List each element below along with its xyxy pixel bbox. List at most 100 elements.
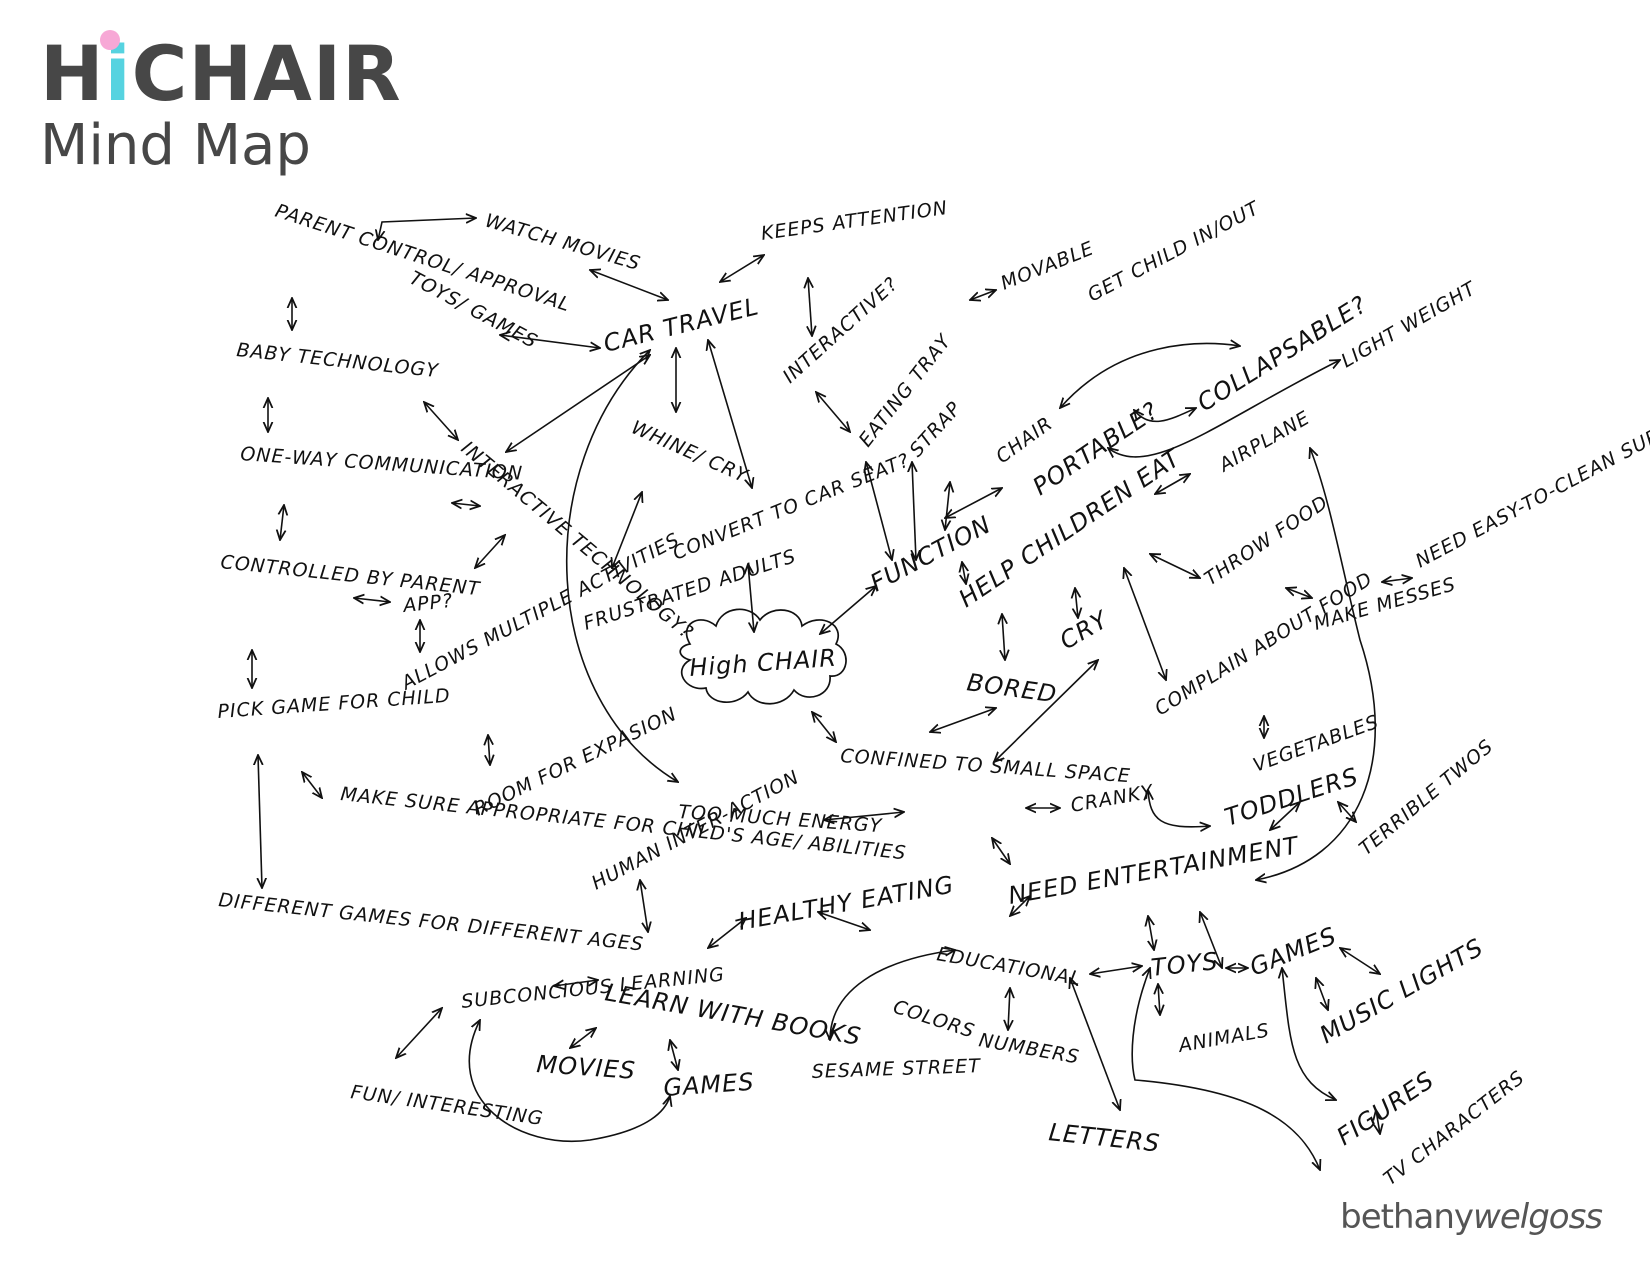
node-complain-about-food: COMPLAIN ABOUT FOOD (1151, 568, 1377, 720)
connector-line (488, 735, 490, 765)
connector-line (820, 586, 876, 634)
node-educational: EDUCATIONAL (935, 943, 1083, 990)
node-cry: CRY (1055, 605, 1114, 655)
node-games-right: GAMES (1246, 921, 1341, 981)
connector-line (1338, 802, 1356, 822)
connector-line (708, 918, 746, 948)
node-bored: BORED (965, 668, 1059, 708)
connector-line (554, 980, 598, 986)
connector-line (280, 505, 284, 540)
node-get-child-in-out: GET CHILD IN/OUT (1084, 197, 1264, 307)
connector-line (468, 1020, 670, 1142)
connector-line (612, 492, 642, 568)
connector-line (1382, 578, 1412, 582)
node-sesame-street: SESAME STREET (811, 1055, 981, 1083)
brand-letter-h: H (40, 29, 105, 118)
connector-line (1148, 916, 1154, 950)
connector-line (720, 255, 764, 282)
connector-line (670, 1040, 678, 1070)
connector-line (354, 598, 390, 602)
author-last: welgoss (1473, 1197, 1603, 1237)
connector-line (506, 355, 650, 452)
node-numbers: NUMBERS (977, 1029, 1081, 1068)
node-high-chair: High CHAIR (688, 644, 837, 682)
node-labels: PARENT CONTROL/ APPROVAL WATCH MOVIES TO… (217, 197, 1650, 1190)
connector-line (708, 340, 752, 488)
connector-line (302, 772, 322, 798)
node-different-games: DIFFERENT GAMES FOR DIFFERENT AGES (217, 889, 644, 956)
brand-wordmark: HiCHAIR (40, 30, 402, 112)
node-interactive-question: INTERACTIVE? (779, 273, 903, 388)
brand-dot-icon (100, 30, 120, 50)
connector-line (1070, 978, 1120, 1110)
connector-line (1282, 968, 1336, 1100)
node-toys: TOYS (1150, 947, 1220, 982)
node-keeps-attention: KEEPS ATTENTION (760, 197, 950, 245)
connector-line (1008, 988, 1010, 1030)
node-pick-game-for-child: PICK GAME FOR CHILD (217, 685, 451, 723)
node-light-weight: LIGHT WEIGHT (1338, 277, 1481, 372)
node-letters: LETTERS (1047, 1118, 1161, 1158)
node-animals: ANIMALS (1175, 1019, 1271, 1057)
node-vegetables: VEGETABLES (1250, 711, 1382, 777)
connector-line (1060, 344, 1240, 408)
node-watch-movies: WATCH MOVIES (483, 210, 644, 275)
node-terrible-twos: TERRIBLE TWOS (1355, 735, 1498, 860)
connector-lines (252, 218, 1412, 1170)
connector-line (1150, 554, 1200, 578)
connector-line (396, 1008, 442, 1058)
node-confined-to-small-space: CONFINED TO SMALL SPACE (840, 745, 1132, 787)
node-toddlers: TODDLERS (1221, 762, 1362, 832)
node-app: APP? (400, 590, 454, 617)
node-healthy-eating: HEALTHY EATING (736, 870, 956, 936)
hichair-logo: HiCHAIR Mind Map (40, 30, 402, 178)
connector-line (824, 812, 904, 820)
node-movies: MOVIES (536, 1050, 637, 1085)
connector-line (1158, 984, 1160, 1015)
connector-line (1340, 948, 1380, 974)
connector-line (992, 838, 1010, 864)
node-games-bottom: GAMES (662, 1068, 755, 1102)
connector-line (945, 488, 1002, 518)
node-strap: STRAP (905, 397, 966, 461)
connector-line (640, 880, 648, 932)
connector-line (816, 392, 850, 432)
connector-line (970, 290, 996, 300)
connector-line (1155, 474, 1190, 494)
node-movable: MOVABLE (998, 237, 1098, 294)
connector-line (866, 462, 892, 560)
node-baby-technology: BABY TECHNOLOGY (235, 339, 440, 382)
connector-line (930, 708, 996, 732)
connector-line (1316, 978, 1328, 1010)
node-parent-control: PARENT CONTROL/ APPROVAL (272, 200, 573, 316)
connector-line (1256, 448, 1377, 880)
connector-line (818, 912, 870, 930)
connector-line (1148, 790, 1210, 827)
connector-line (1131, 968, 1320, 1170)
connector-line (590, 270, 668, 300)
connector-line (1376, 1110, 1380, 1134)
cloud-outline (679, 608, 847, 705)
connector-line (808, 278, 812, 336)
connector-line (424, 402, 458, 440)
page-subtitle: Mind Map (40, 113, 311, 178)
author-first: bethany (1340, 1197, 1474, 1237)
node-colors: COLORS (890, 996, 977, 1043)
connector-line (378, 218, 476, 240)
high-chair-cloud (679, 608, 847, 705)
brand-chair: CHAIR (131, 29, 402, 118)
connector-line (570, 1028, 596, 1048)
connector-line (500, 335, 600, 348)
connector-line (912, 462, 916, 560)
node-chair: CHAIR (992, 412, 1057, 468)
connector-line (830, 950, 955, 1040)
node-fun-interesting: FUN/ INTERESTING (349, 1081, 545, 1130)
node-throw-food: THROW FOOD (1200, 491, 1332, 590)
connector-line (994, 660, 1098, 762)
connector-line (1286, 588, 1312, 598)
node-need-entertainment: NEED ENTERTAINMENT (1006, 831, 1302, 910)
connector-line (1002, 614, 1005, 660)
author-signature: bethanywelgoss (1340, 1197, 1603, 1237)
node-music-lights: MUSIC LIGHTS (1315, 933, 1488, 1049)
